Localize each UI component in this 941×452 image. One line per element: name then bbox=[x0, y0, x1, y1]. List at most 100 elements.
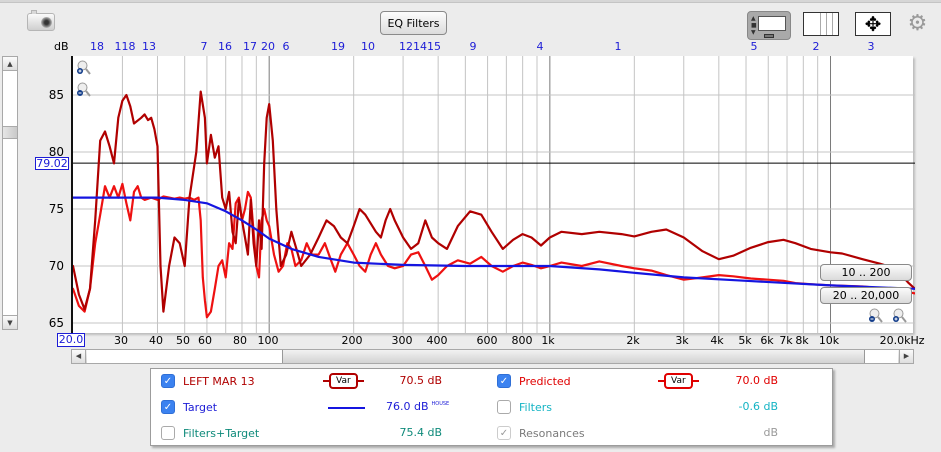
x-tick-label: 4k bbox=[710, 334, 724, 347]
grid-lines-button[interactable] bbox=[803, 12, 839, 36]
filter-marker[interactable]: 19 bbox=[331, 40, 345, 53]
x-tick-label: 8k bbox=[795, 334, 809, 347]
scroll-right-arrow[interactable]: ▶ bbox=[899, 350, 913, 363]
checkbox-predicted[interactable]: ✓ bbox=[497, 374, 511, 388]
grid-line bbox=[826, 13, 827, 35]
y-tick-label: 75 bbox=[48, 202, 64, 216]
x-tick-label: 30 bbox=[114, 334, 128, 347]
filter-marker[interactable]: 4 bbox=[536, 40, 544, 53]
legend-value: dB bbox=[763, 426, 778, 439]
layout-icon: ▲ ■ ▼ bbox=[751, 15, 757, 36]
house-curve-tag: HOUSE bbox=[431, 401, 450, 408]
swatch-line bbox=[658, 380, 664, 382]
cursor-value-box[interactable]: 79.02 bbox=[35, 157, 69, 170]
scroll-track-left[interactable] bbox=[87, 350, 283, 363]
move-arrows-icon: ✥ bbox=[864, 12, 882, 36]
checkbox-filters-target[interactable] bbox=[161, 426, 175, 440]
filter-marker[interactable]: 13 bbox=[142, 40, 156, 53]
snapshot-button[interactable] bbox=[27, 10, 55, 31]
filter-marker[interactable]: 5 bbox=[750, 40, 758, 53]
filter-marker[interactable]: 20 bbox=[261, 40, 275, 53]
legend-item-target[interactable]: ✓ Target bbox=[161, 397, 217, 417]
scroll-left-arrow[interactable]: ◀ bbox=[72, 350, 86, 363]
legend-item-predicted[interactable]: ✓ Predicted bbox=[497, 371, 571, 391]
legend-label: Resonances bbox=[519, 426, 585, 440]
filter-marker[interactable]: 2 bbox=[812, 40, 820, 53]
x-tick-label: 10k bbox=[818, 334, 840, 347]
x-tick-label: 3k bbox=[675, 334, 689, 347]
layout-icon-bar bbox=[764, 34, 774, 38]
grid-line bbox=[832, 13, 833, 35]
eq-filters-button[interactable]: EQ Filters bbox=[380, 11, 447, 35]
filter-marker[interactable]: 1 bbox=[614, 40, 622, 53]
camera-icon-bump bbox=[31, 10, 37, 14]
filter-marker[interactable]: 18 bbox=[90, 40, 104, 53]
filter-marker[interactable]: 121415 bbox=[399, 40, 441, 53]
scroll-down-arrow[interactable]: ▼ bbox=[3, 315, 17, 329]
horizontal-scrollbar[interactable]: ◀ ▶ bbox=[71, 349, 914, 364]
x-tick-label: 100 bbox=[257, 334, 279, 347]
filter-marker[interactable]: 16 bbox=[218, 40, 232, 53]
x-tick-label: 20.0kHz bbox=[879, 334, 925, 347]
filter-marker[interactable]: 7 bbox=[200, 40, 208, 53]
legend-label: Filters bbox=[519, 400, 552, 414]
filter-marker[interactable]: 118 bbox=[114, 40, 136, 53]
legend-value: 75.4 dB bbox=[399, 426, 442, 439]
y-tick-label: 85 bbox=[48, 88, 64, 102]
x-tick-label: 80 bbox=[233, 334, 247, 347]
move-arrows-button[interactable]: ✥ bbox=[855, 12, 891, 36]
checkbox-resonances: ✓ bbox=[497, 426, 511, 440]
checkbox-left-mar-13[interactable]: ✓ bbox=[161, 374, 175, 388]
settings-button[interactable]: ⚙ bbox=[907, 11, 928, 36]
x-tick-label: 2k bbox=[626, 334, 640, 347]
x-tick-label: 800 bbox=[511, 334, 533, 347]
zoom-out-icon[interactable] bbox=[77, 82, 91, 97]
legend-label: Predicted bbox=[519, 374, 571, 388]
layout-icon-screen bbox=[758, 16, 786, 31]
zoom-in-icon[interactable] bbox=[77, 60, 91, 75]
var-swatch-measurement[interactable]: Var bbox=[323, 373, 364, 389]
x-zoom-in-icon[interactable] bbox=[893, 308, 907, 323]
target-line-swatch[interactable] bbox=[328, 407, 365, 409]
legend-item-filters[interactable]: Filters bbox=[497, 397, 552, 417]
filter-marker[interactable]: 6 bbox=[282, 40, 290, 53]
layout-view-button[interactable]: ▲ ■ ▼ bbox=[747, 11, 791, 40]
x-tick-label: 7k bbox=[779, 334, 793, 347]
vertical-scrollbar[interactable]: ▲ ▼ bbox=[2, 56, 18, 330]
x-tick-label: 1k bbox=[541, 334, 555, 347]
swatch-line bbox=[692, 380, 699, 382]
vertical-scroll-thumb[interactable] bbox=[3, 126, 17, 139]
x-tick-label: 5k bbox=[738, 334, 752, 347]
legend-item-left-mar-13[interactable]: ✓ LEFT MAR 13 bbox=[161, 371, 255, 391]
frequency-response-plot[interactable]: 10 .. 200 20 .. 20,000 bbox=[71, 56, 915, 333]
scroll-up-arrow[interactable]: ▲ bbox=[3, 57, 17, 71]
legend-label: Filters+Target bbox=[183, 426, 260, 440]
y-tick-label: 65 bbox=[48, 316, 64, 330]
x-zoom-out-icon[interactable] bbox=[869, 308, 883, 323]
x-tick-label: 600 bbox=[476, 334, 498, 347]
checkbox-filters[interactable] bbox=[497, 400, 511, 414]
checkbox-target[interactable]: ✓ bbox=[161, 400, 175, 414]
x-tick-label: 50 bbox=[176, 334, 190, 347]
grid-lines-icon bbox=[820, 13, 821, 35]
range-10-200-button[interactable]: 10 .. 200 bbox=[820, 264, 912, 281]
x-tick-label: 6k bbox=[760, 334, 774, 347]
legend-value: 70.0 dB bbox=[735, 374, 778, 387]
y-tick-label: 80 bbox=[48, 145, 64, 159]
window-top-edge bbox=[0, 0, 941, 3]
var-swatch-predicted[interactable]: Var bbox=[658, 373, 699, 389]
filter-marker[interactable]: 9 bbox=[469, 40, 477, 53]
filter-marker[interactable]: 3 bbox=[867, 40, 875, 53]
filter-marker[interactable]: 17 bbox=[243, 40, 257, 53]
var-swatch-label: Var bbox=[664, 373, 693, 389]
range-20-20000-button[interactable]: 20 .. 20,000 bbox=[820, 287, 912, 304]
legend-item-filters-target[interactable]: Filters+Target bbox=[161, 423, 259, 443]
x-tick-label: 200 bbox=[341, 334, 363, 347]
scroll-track-right[interactable] bbox=[864, 350, 898, 363]
filter-marker[interactable]: 10 bbox=[361, 40, 375, 53]
legend-value: 70.5 dB bbox=[399, 374, 442, 387]
legend-label: Target bbox=[183, 400, 218, 414]
x-start-value-box[interactable]: 20.0 bbox=[57, 333, 85, 347]
gear-icon: ⚙ bbox=[907, 11, 928, 36]
legend-label: LEFT MAR 13 bbox=[183, 374, 255, 388]
